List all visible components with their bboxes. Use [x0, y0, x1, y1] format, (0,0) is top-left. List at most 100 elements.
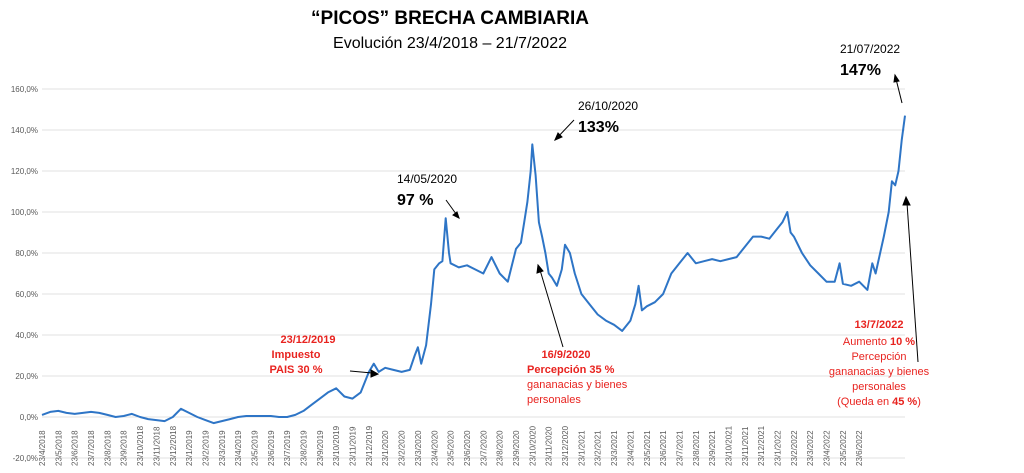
arrowhead-pais-tax: [370, 369, 380, 378]
percepcion35-line-3: personales: [527, 394, 581, 406]
arrow-pais-tax: [349, 370, 373, 374]
percepcion35-date: 16/9/2020: [542, 349, 591, 361]
percepcion45-line-3: gananacias y bienes: [829, 366, 930, 378]
x-tick-label: 23/5/2018: [54, 430, 63, 466]
annotation-date-2020-05: 14/05/2020: [397, 172, 457, 186]
arrow-percepcion-45: [906, 202, 919, 363]
x-tick-label: 23/6/2019: [267, 430, 276, 466]
x-tick-label: 23/8/2021: [692, 430, 701, 466]
x-tick-label: 23/2/2020: [398, 430, 407, 466]
y-tick-label: 100,0%: [11, 208, 38, 217]
x-tick-label: 23/8/2019: [300, 430, 309, 466]
annotation-value-2020-05: 97 %: [397, 192, 433, 209]
x-tick-label: 23/6/2020: [463, 430, 472, 466]
gridlines: [42, 88, 905, 459]
x-tick-label: 23/11/2018: [152, 426, 161, 466]
y-tick-label: 120,0%: [11, 167, 38, 176]
arrow-percepcion-35: [539, 269, 564, 348]
x-tick-label: 23/5/2021: [643, 430, 652, 466]
y-tick-label: 60,0%: [15, 290, 38, 299]
x-tick-label: 23/6/2021: [659, 430, 668, 466]
arrowhead-peak-2020-10: [554, 132, 563, 141]
y-tick-label: 0,0%: [20, 413, 38, 422]
x-tick-label: 23/1/2022: [774, 430, 783, 466]
y-tick-label: 80,0%: [15, 249, 38, 258]
x-tick-label: 23/4/2020: [430, 430, 439, 466]
annotation-value-2020-10: 133%: [578, 119, 619, 136]
x-tick-label: 23/7/2021: [675, 430, 684, 466]
percepcion35-line-2: gananacias y bienes: [527, 379, 628, 391]
x-tick-label: 23/10/2018: [136, 425, 145, 466]
y-axis: -20,0% 0,0% 20,0% 40,0% 60,0% 80,0% 100,0% 120,…: [11, 85, 38, 463]
annotation-date-2020-10: 26/10/2020: [578, 99, 638, 113]
x-tick-label: 23/9/2020: [512, 430, 521, 466]
queda-close: ): [917, 396, 921, 408]
chart-subtitle: Evolución 23/4/2018 – 21/7/2022: [333, 35, 567, 52]
x-tick-label: 23/10/2020: [528, 425, 537, 466]
y-tick-label: 160,0%: [11, 85, 38, 94]
x-tick-label: 23/12/2021: [757, 425, 766, 466]
x-tick-label: 23/8/2018: [103, 430, 112, 466]
x-tick-label: 23/2/2019: [201, 430, 210, 466]
x-tick-label: 23/10/2019: [332, 425, 341, 466]
x-tick-label: 23/12/2018: [169, 425, 178, 466]
annotation-arrows: [349, 73, 919, 378]
y-tick-label: 40,0%: [15, 331, 38, 340]
chart-title: “PICOS” BRECHA CAMBIARIA: [311, 8, 589, 29]
x-tick-label: 23/2/2022: [790, 430, 799, 466]
x-tick-label: 23/7/2018: [87, 430, 96, 466]
x-tick-label: 23/9/2018: [120, 430, 129, 466]
x-tick-label: 23/3/2022: [806, 430, 815, 466]
pais-line-1: Impuesto: [272, 349, 321, 361]
aumento-label: Aumento: [843, 336, 887, 348]
arrowhead-percepcion-35: [536, 263, 544, 274]
x-tick-label: 23/11/2021: [741, 426, 750, 466]
x-tick-label: 23/4/2021: [626, 430, 635, 466]
arrowhead-peak-2020-05: [452, 211, 460, 219]
x-tick-label: 23/3/2020: [414, 430, 423, 466]
arrowhead-peak-2022-07: [893, 73, 900, 83]
x-tick-label: 23/11/2020: [545, 426, 554, 466]
queda-label: (Queda en: [837, 396, 889, 408]
x-tick-label: 23/4/2018: [38, 430, 47, 466]
x-tick-label: 23/2/2021: [594, 430, 603, 466]
percepcion45-line-1: Aumento 10 %: [843, 336, 915, 348]
percepcion45-line-5: (Queda en 45 %): [837, 396, 921, 408]
annotation-percepcion-35: 16/9/2020 Percepción 35 % gananacias y b…: [527, 349, 628, 406]
percepcion45-line-4: personales: [852, 381, 906, 393]
series-line-0: [41, 115, 906, 425]
x-tick-label: 23/3/2021: [610, 430, 619, 466]
x-tick-label: 23/11/2019: [349, 426, 358, 466]
x-tick-label: 23/8/2020: [496, 430, 505, 466]
annotation-pais-tax: 23/12/2019 Impuesto PAIS 30 %: [270, 334, 336, 376]
x-tick-label: 23/12/2019: [365, 425, 374, 466]
x-tick-label: 23/5/2022: [839, 430, 848, 466]
x-tick-label: 23/6/2022: [855, 430, 864, 466]
x-axis: 23/4/2018 23/5/2018 23/6/2018 23/7/2018 23/8…: [38, 425, 864, 466]
y-tick-label: 140,0%: [11, 126, 38, 135]
percepcion35-line-1: Percepción 35 %: [527, 364, 615, 376]
percepcion45-date: 13/7/2022: [855, 319, 904, 331]
x-tick-label: 23/3/2019: [218, 430, 227, 466]
pais-date: 23/12/2019: [280, 334, 335, 346]
x-tick-label: 23/6/2018: [71, 430, 80, 466]
x-tick-label: 23/4/2022: [823, 430, 832, 466]
x-tick-label: 23/1/2021: [577, 430, 586, 466]
annotation-percepcion-45: 13/7/2022 Aumento 10 % Percepción ganana…: [829, 319, 930, 408]
annotation-date-2022-07: 21/07/2022: [840, 42, 900, 56]
aumento-value: 10 %: [890, 336, 915, 348]
x-tick-label: 23/9/2019: [316, 430, 325, 466]
pais-line-2: PAIS 30 %: [270, 364, 323, 376]
x-tick-label: 23/5/2020: [447, 430, 456, 466]
arrowhead-percepcion-45: [902, 195, 911, 206]
y-tick-label: 20,0%: [15, 372, 38, 381]
x-tick-label: 23/7/2019: [283, 430, 292, 466]
annotation-value-2022-07: 147%: [840, 62, 881, 79]
percepcion45-line-2: Percepción: [851, 351, 906, 363]
x-tick-label: 23/4/2019: [234, 430, 243, 466]
x-tick-label: 23/9/2021: [708, 430, 717, 466]
series-layer: [41, 115, 906, 425]
queda-value: 45 %: [892, 396, 917, 408]
x-tick-label: 23/1/2020: [381, 430, 390, 466]
